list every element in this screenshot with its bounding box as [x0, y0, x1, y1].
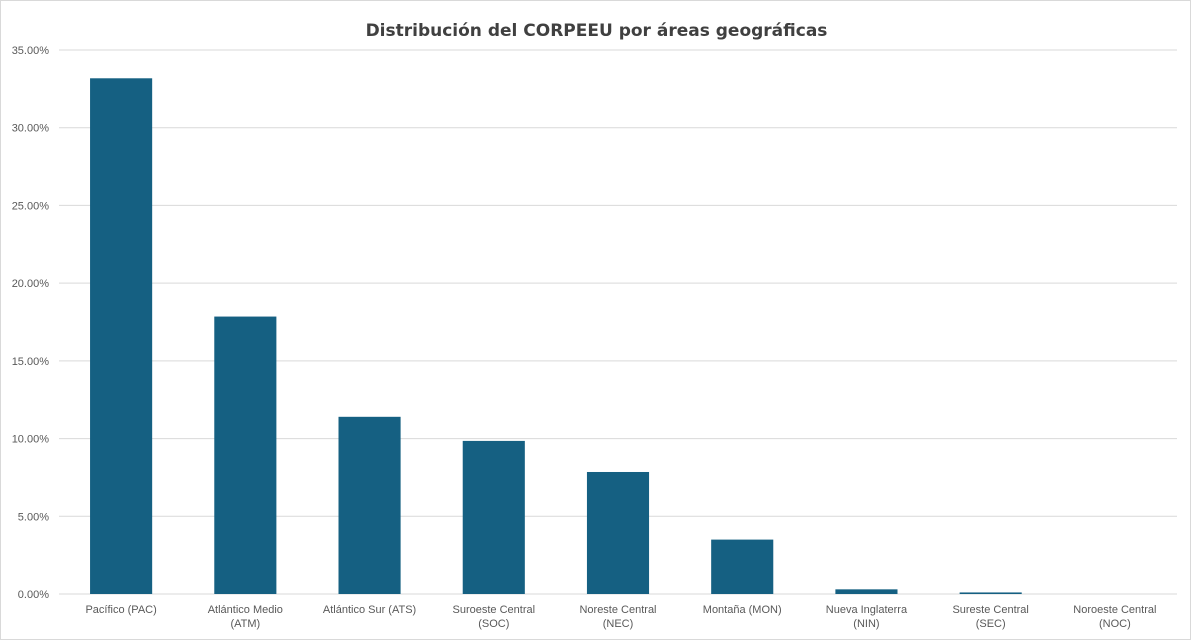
bar: [586, 471, 650, 594]
bar: [959, 592, 1022, 594]
y-tick-label: 25.00%: [12, 200, 50, 212]
x-tick-label: Noroeste Central (NOC): [1073, 604, 1156, 630]
x-tick-label: Atlántico Sur (ATS): [323, 604, 416, 616]
chart-title: Distribución del CORPEEU por áreas geogr…: [365, 21, 828, 41]
bar: [835, 589, 898, 594]
bar: [338, 416, 401, 594]
x-tick-label: Pacífico (PAC): [85, 604, 156, 616]
y-tick-label: 35.00%: [12, 45, 50, 57]
y-tick-label: 15.00%: [12, 356, 50, 368]
bar: [90, 78, 153, 594]
x-tick-label: Sureste Central (SEC): [952, 604, 1028, 630]
y-tick-label: 30.00%: [12, 123, 50, 135]
y-tick-label: 20.00%: [12, 278, 50, 290]
x-tick-label: Noreste Central (NEC): [579, 604, 656, 630]
x-tick-label: Atlántico Medio (ATM): [208, 604, 283, 630]
bar: [711, 539, 774, 594]
bar: [214, 316, 277, 594]
y-tick-label: 10.00%: [12, 434, 50, 446]
x-tick-label: Suroeste Central (SOC): [453, 604, 536, 630]
y-tick-label: 0.00%: [18, 589, 49, 601]
x-tick-label: Montaña (MON): [703, 604, 782, 616]
bar: [462, 440, 525, 594]
y-tick-label: 5.00%: [18, 511, 49, 523]
x-tick-label: Nueva Inglaterra (NIN): [826, 604, 908, 630]
